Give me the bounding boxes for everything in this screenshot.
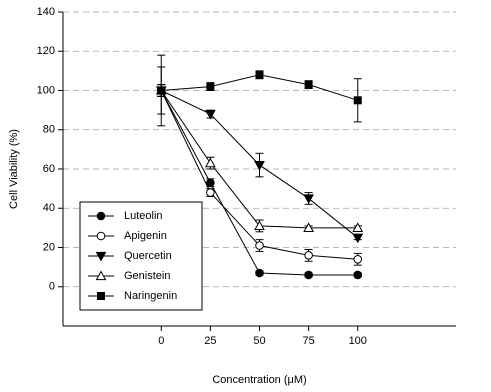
x-tick-label: 75 [303,335,315,347]
legend-marker [95,251,107,262]
marker [205,157,216,168]
legend-label: Luteolin [124,210,163,222]
marker [352,222,364,232]
y-tick-label: 120 [37,45,55,57]
legend: Luteolin Apigenin Quercetin Genistein Naring… [79,201,203,311]
marker [206,178,215,188]
marker [353,96,362,105]
marker [255,241,264,250]
y-tick-label: 60 [43,163,55,175]
marker [254,160,265,171]
marker [255,70,264,79]
marker [304,270,313,280]
series [155,66,364,233]
marker [353,254,363,264]
x-axis-label: Concentration (μM) [212,374,306,386]
y-axis-label: Cell Viability (%) [8,129,20,209]
legend-marker [96,211,106,221]
marker [303,222,314,232]
x-tick-label: 0 [158,335,164,347]
legend-label: Naringenin [124,290,177,302]
legend-label: Quercetin [124,250,172,262]
marker [255,268,264,278]
marker [206,82,215,91]
x-tick-label: 100 [349,335,367,347]
y-tick-label: 140 [37,6,55,18]
x-tick-label: 50 [253,335,265,347]
series [157,54,362,127]
legend-label: Genistein [124,270,170,282]
y-tick-label: 40 [43,202,55,214]
y-tick-label: 80 [43,124,55,136]
y-tick-label: 100 [37,84,55,96]
marker [254,220,265,231]
legend-marker [97,292,105,300]
marker [205,109,216,120]
y-tick-label: 20 [43,241,55,253]
marker [157,86,166,95]
legend-marker [95,270,107,281]
marker [304,80,313,89]
marker [352,233,364,244]
legend-marker [96,231,106,241]
marker [303,194,314,204]
legend-label: Apigenin [124,230,167,242]
marker [304,251,313,260]
marker [353,270,363,280]
x-tick-label: 25 [204,335,216,347]
marker [206,188,215,197]
y-tick-label: 0 [49,281,55,293]
